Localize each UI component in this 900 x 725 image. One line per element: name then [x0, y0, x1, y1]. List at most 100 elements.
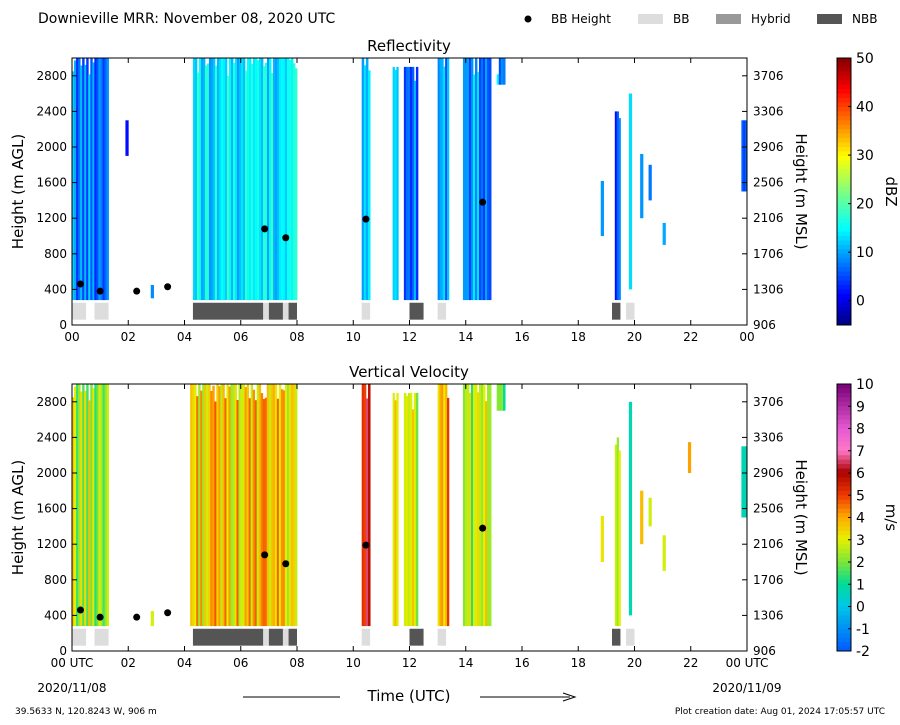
y2-axis-label: Height (m MSL) [792, 459, 810, 575]
precip-streak [500, 384, 504, 411]
precip-streak [282, 390, 286, 627]
precip-block [648, 497, 652, 527]
legend-label-bb-height: BB Height [551, 12, 611, 26]
precip-block [496, 58, 506, 85]
vertical-velocity-panel: Vertical Velocity 00 UTC 02 04 06 08 10 12 14 16… [9, 363, 900, 695]
precip-block [72, 58, 109, 301]
y-tick-label: 2800 [36, 69, 67, 83]
precip-streak [250, 384, 254, 627]
x-tick-label: 18 [571, 656, 586, 670]
x-tick-label: 16 [514, 330, 529, 344]
precip-streak [477, 72, 480, 301]
colorbar-tick-label: 10 [856, 377, 874, 393]
x-tick-label: 14 [458, 656, 473, 670]
reflectivity-title: Reflectivity [367, 37, 451, 55]
precip-streak [741, 446, 744, 518]
precip-streak [396, 392, 399, 627]
precip-streak [628, 93, 633, 290]
colorbar-step [837, 209, 851, 215]
precip-streak [278, 384, 282, 627]
precip-streak [204, 65, 208, 301]
colorbar-step [837, 424, 851, 429]
colorbar-step [837, 147, 851, 152]
bb-height-point [261, 551, 269, 559]
legend-label-nbb: NBB [852, 12, 877, 26]
precip-streak [466, 384, 470, 627]
precip-streak [441, 58, 444, 301]
colorbar-step [837, 302, 851, 308]
bb-type-segment [612, 628, 621, 646]
precip-streak [648, 497, 652, 527]
bb-height-point [76, 280, 84, 288]
precip-streak [290, 58, 294, 301]
y-tick-label: 800 [44, 247, 67, 261]
precip-streak [365, 58, 369, 301]
precip-block [462, 384, 492, 627]
bb-type-segment [288, 302, 297, 320]
colorbar-step [837, 173, 851, 179]
colorbar-step [837, 441, 851, 447]
location-text: 39.5633 N, 120.8243 W, 906 m [15, 707, 157, 717]
colorbar-step [837, 258, 851, 264]
precip-streak [74, 386, 77, 627]
precip-streak [498, 384, 502, 411]
precip-streak [485, 401, 488, 627]
colorbar-step [837, 388, 851, 394]
precip-streak [280, 58, 284, 301]
x-tick-label: 04 [177, 330, 192, 344]
precip-streak [445, 58, 448, 301]
precip-streak [415, 66, 419, 301]
precip-streak [84, 390, 87, 627]
precip-streak [477, 392, 480, 627]
precip-streak [628, 401, 633, 616]
precip-streak [216, 58, 220, 301]
precip-block [640, 153, 644, 219]
colorbar-step [837, 142, 851, 148]
colorbar-step [837, 504, 851, 510]
colorbar-step [837, 473, 851, 478]
precip-streak [210, 58, 214, 301]
bb-type-segment [626, 302, 635, 320]
precip-streak [268, 384, 272, 627]
colorbar-step [837, 619, 851, 625]
precip-block [614, 111, 621, 301]
precip-block [150, 284, 154, 299]
bb-type-segment [263, 302, 269, 320]
precip-streak [208, 384, 211, 627]
colorbar-step [837, 530, 851, 536]
precip-streak [214, 401, 217, 627]
colorbar-step [837, 499, 851, 505]
precip-block [628, 93, 633, 290]
bb-height-point [164, 609, 172, 617]
precip-block [437, 58, 450, 301]
precip-streak [254, 58, 258, 301]
colorbar-step [837, 244, 851, 250]
precip-streak [74, 60, 77, 301]
precip-streak [616, 437, 619, 627]
colorbar-step [837, 106, 851, 112]
precip-streak [200, 390, 203, 627]
colorbar-step [837, 160, 851, 166]
precip-streak [246, 58, 250, 301]
precip-streak [368, 70, 371, 301]
colorbar-tick-label: 50 [856, 51, 874, 67]
precip-streak [470, 384, 474, 627]
precip-streak [294, 68, 298, 301]
precip-streak [220, 58, 224, 301]
precip-streak [86, 58, 89, 301]
bb-type-segment [94, 628, 109, 646]
bb-type-segment [268, 628, 283, 646]
precip-streak [439, 58, 442, 301]
colorbar-step [837, 446, 851, 452]
colorbar-step [837, 98, 851, 103]
precip-streak [264, 62, 268, 301]
precip-streak [228, 386, 231, 627]
colorbar-step [837, 406, 851, 412]
precip-streak [363, 65, 367, 301]
precip-streak [487, 384, 490, 627]
x-tick-label: 04 [177, 656, 192, 670]
precip-streak [614, 111, 618, 301]
precip-streak [447, 58, 450, 301]
colorbar-step [837, 71, 851, 77]
bb-type-segment [612, 302, 621, 320]
